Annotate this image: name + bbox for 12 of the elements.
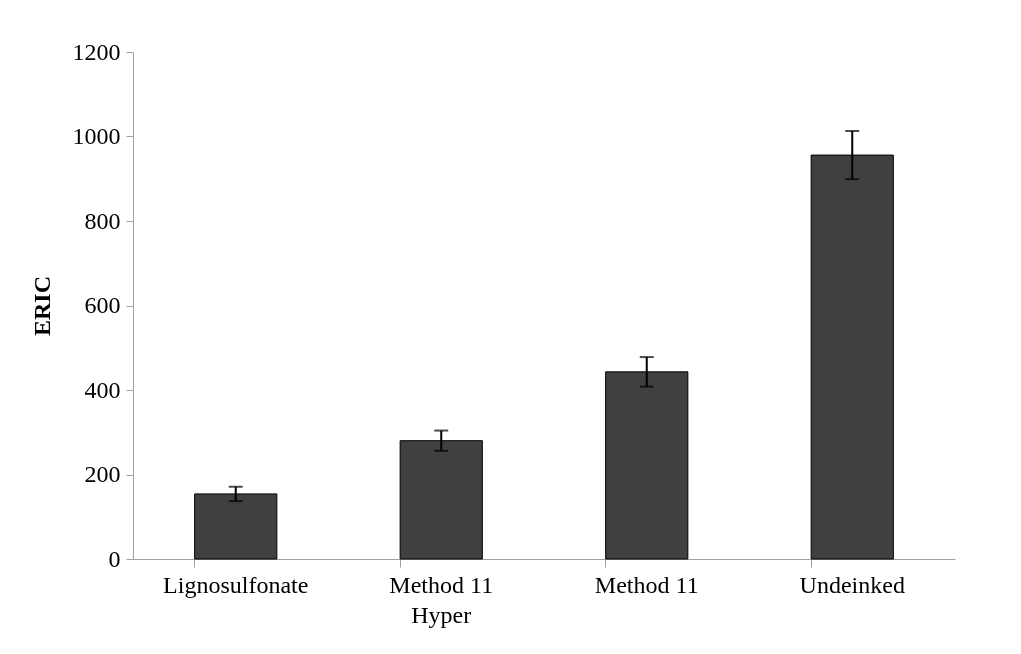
y-tick-label: 600: [84, 292, 121, 318]
x-tick-label: Method 11 Hyper: [389, 571, 494, 628]
y-tick-label: 1200: [72, 38, 121, 65]
y-tick-label: 200: [84, 461, 121, 487]
y-tick-label: 1000: [72, 123, 121, 149]
y-tick-label: 400: [84, 376, 121, 403]
y-axis-title: ERIC: [28, 275, 55, 337]
x-tick-label: Method 11: [594, 571, 699, 598]
x-tick-label: Undeinked: [799, 571, 905, 598]
x-tick-label: Lignosulfonate: [163, 571, 309, 598]
y-tick-label: 800: [84, 207, 121, 234]
y-tick-label: 0: [108, 545, 121, 572]
